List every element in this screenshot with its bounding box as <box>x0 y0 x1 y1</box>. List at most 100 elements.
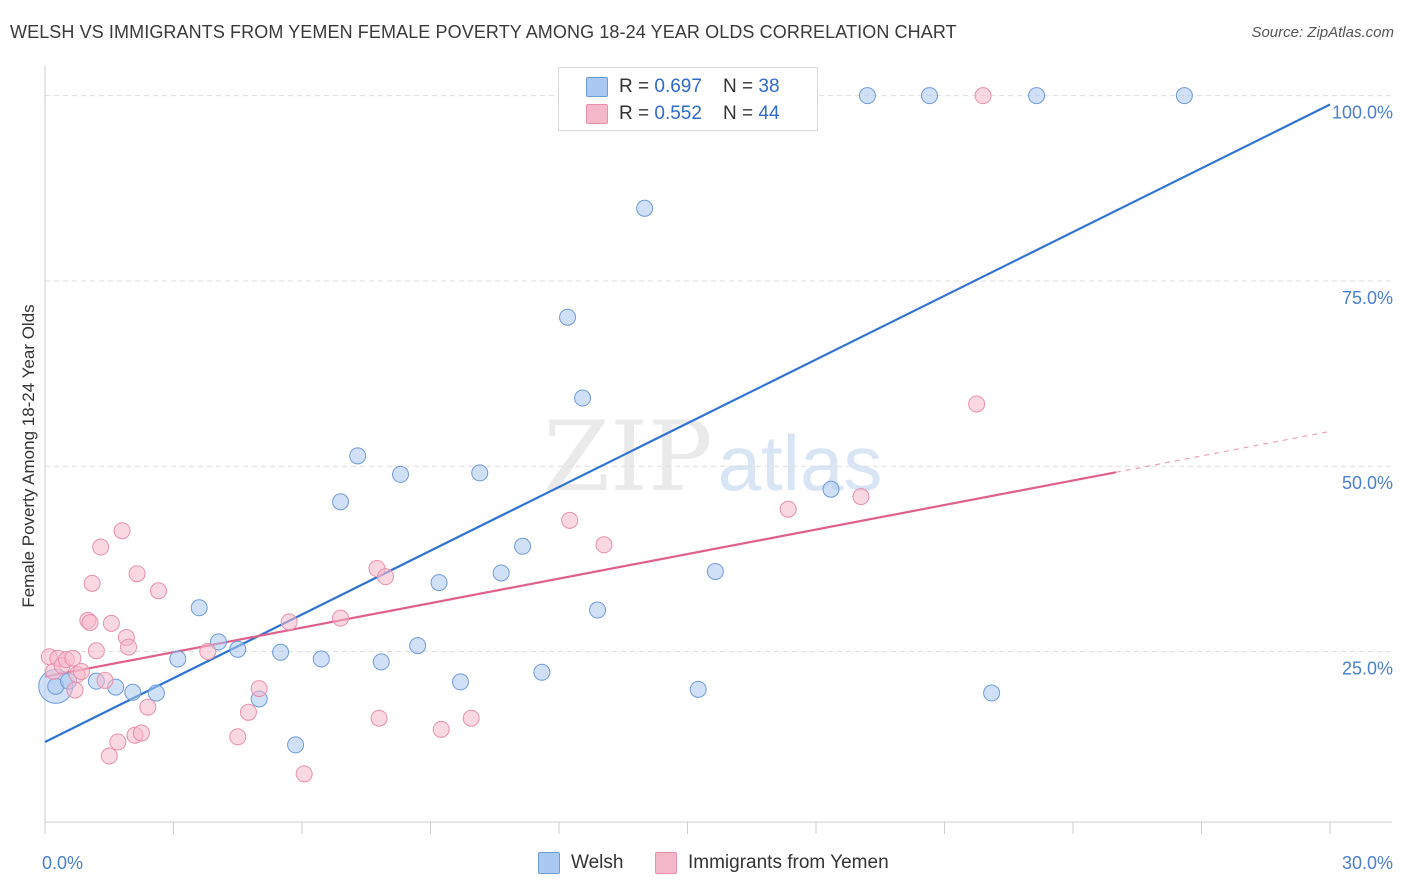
welsh-point <box>372 653 390 671</box>
yemen-point <box>229 728 247 746</box>
stats-legend-row-welsh: R = 0.697 N = 38 <box>586 74 780 100</box>
yemen-point <box>120 638 138 656</box>
yemen-point <box>250 680 268 698</box>
yemen-point <box>432 720 450 738</box>
n-label: N = <box>723 103 759 124</box>
source-credit: Source: ZipAtlas.com <box>1251 24 1394 41</box>
yemen-point <box>199 643 217 661</box>
welsh-point <box>392 465 410 483</box>
watermark: ZIP atlas <box>543 401 882 513</box>
welsh-point <box>312 650 330 668</box>
welsh-point <box>574 389 592 407</box>
r-value: 0.697 <box>654 76 702 97</box>
yemen-point <box>150 582 168 600</box>
r-value: 0.552 <box>654 103 702 124</box>
welsh-point <box>147 684 165 702</box>
legend-label: Welsh <box>571 852 624 873</box>
welsh-point <box>858 87 876 105</box>
chart-title: WELSH VS IMMIGRANTS FROM YEMEN FEMALE PO… <box>10 22 957 42</box>
y-tick-label: 100.0% <box>1332 103 1393 123</box>
welsh-point <box>983 684 1001 702</box>
y-tick-label: 75.0% <box>1342 288 1393 308</box>
r-label: R = <box>619 76 655 97</box>
yemen-point <box>113 522 131 540</box>
yemen-point <box>87 642 105 660</box>
yemen-point <box>132 724 150 742</box>
yemen-point <box>128 565 146 583</box>
stats-legend-row-yemen: R = 0.552 N = 44 <box>586 101 780 127</box>
yemen-point <box>139 698 157 716</box>
welsh-point <box>190 599 208 617</box>
r-label: R = <box>619 103 655 124</box>
welsh-point <box>921 87 939 105</box>
welsh-point <box>471 464 489 482</box>
yemen-point <box>83 574 101 592</box>
data-points <box>38 87 1193 783</box>
welsh-point <box>559 308 577 326</box>
yemen-swatch <box>586 104 608 124</box>
yemen-point <box>377 568 395 586</box>
welsh-point <box>287 736 305 754</box>
yemen-point <box>109 733 127 751</box>
n-label: N = <box>723 76 759 97</box>
yemen-point <box>102 614 120 632</box>
yemen-point <box>370 709 388 727</box>
x-tick-label: 30.0% <box>1342 853 1393 873</box>
n-value: 38 <box>758 76 780 97</box>
welsh-point <box>533 663 551 681</box>
n-value: 44 <box>758 103 780 124</box>
yemen-swatch <box>655 852 677 874</box>
yemen-point <box>561 511 579 529</box>
legend-item-welsh[interactable]: Welsh <box>538 852 623 874</box>
welsh-point <box>492 564 510 582</box>
stats-legend: R = 0.697 N = 38 R = 0.552 N = 44 <box>558 67 818 131</box>
yemen-point <box>66 681 84 699</box>
yemen-point <box>968 395 986 413</box>
yemen-point <box>96 671 114 689</box>
yemen-point <box>595 536 613 554</box>
welsh-point <box>636 199 654 217</box>
welsh-point <box>451 673 469 691</box>
yemen-point <box>852 488 870 506</box>
y-tick-label: 25.0% <box>1342 659 1393 679</box>
welsh-swatch <box>538 852 560 874</box>
welsh-point <box>689 680 707 698</box>
yemen-point <box>92 538 110 556</box>
welsh-point <box>514 537 532 555</box>
welsh-point <box>124 683 142 701</box>
yemen-point <box>974 87 992 105</box>
welsh-point <box>169 650 187 668</box>
series-legend: Welsh Immigrants from Yemen <box>0 852 1406 878</box>
welsh-point <box>332 493 350 511</box>
tick-labels: 25.0% 50.0% 75.0% 100.0% 0.0% 30.0% <box>42 103 1393 873</box>
welsh-point <box>706 562 724 580</box>
yemen-point <box>332 609 350 627</box>
welsh-point <box>349 447 367 465</box>
welsh-point <box>1028 87 1046 105</box>
watermark-zip: ZIP <box>543 401 712 513</box>
welsh-point <box>822 480 840 498</box>
legend-label: Immigrants from Yemen <box>688 852 889 873</box>
yemen-point <box>81 614 99 632</box>
x-tick-label: 0.0% <box>42 853 83 873</box>
welsh-swatch <box>586 77 608 97</box>
yemen-point <box>462 709 480 727</box>
welsh-point <box>409 637 427 655</box>
welsh-point <box>589 601 607 619</box>
yemen-point <box>239 703 257 721</box>
welsh-point <box>272 643 290 661</box>
yemen-point <box>100 747 118 765</box>
yemen-point <box>280 613 298 631</box>
yemen-point <box>72 663 90 681</box>
welsh-point <box>1175 87 1193 105</box>
yemen-point <box>295 765 313 783</box>
y-tick-label: 50.0% <box>1342 473 1393 493</box>
welsh-point <box>229 640 247 658</box>
trend-line-extension <box>1115 430 1331 473</box>
welsh-point <box>209 633 227 651</box>
legend-item-yemen[interactable]: Immigrants from Yemen <box>655 852 889 874</box>
yemen-point <box>64 649 82 667</box>
welsh-point <box>430 574 448 592</box>
yemen-point <box>779 500 797 518</box>
